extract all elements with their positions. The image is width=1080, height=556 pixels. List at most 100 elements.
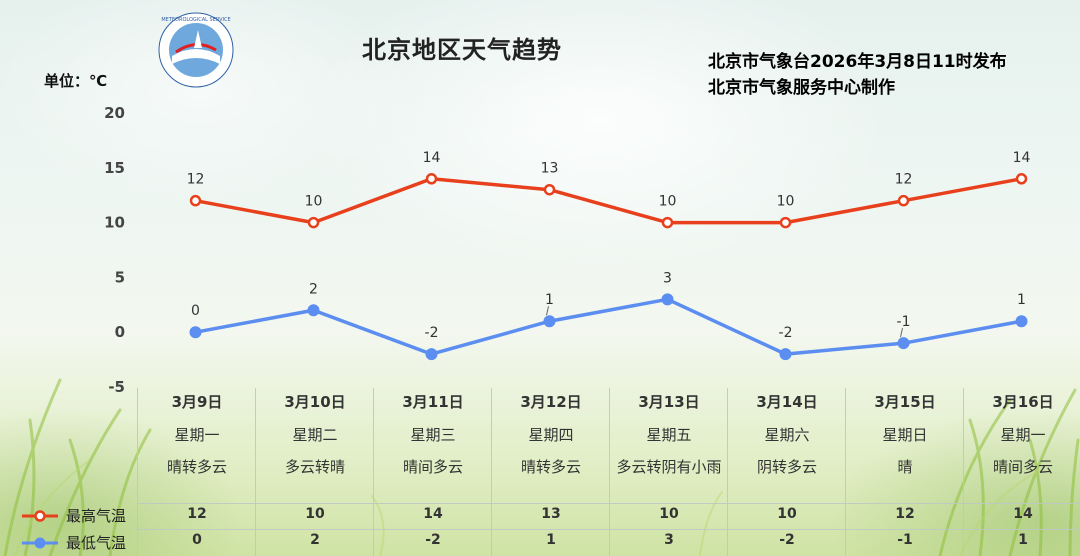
table-high-temp: 10 <box>659 506 679 522</box>
forecast-weekday: 星期一 <box>1000 426 1046 444</box>
forecast-weekday: 星期四 <box>528 426 574 444</box>
logo-text: METEOROLOGICAL SERVICE <box>161 17 230 23</box>
y-tick-label: -5 <box>108 378 125 396</box>
forecast-column: 3月10日星期二多云转晴 10 2 <box>255 388 374 556</box>
table-low-temp: -2 <box>779 532 795 548</box>
table-low-temp: -2 <box>425 532 441 548</box>
forecast-date: 3月16日 <box>992 393 1054 411</box>
meteorological-service-logo-icon: METEOROLOGICAL SERVICE <box>158 12 234 88</box>
forecast-date: 3月15日 <box>874 393 936 411</box>
label-leader-line <box>546 306 549 316</box>
low-temp-label: 0 <box>191 303 200 319</box>
high-temp-point <box>189 194 202 207</box>
table-high-temp: 10 <box>777 506 797 522</box>
forecast-weekday: 星期二 <box>292 426 338 444</box>
table-high-temp: 14 <box>423 506 443 522</box>
low-temp-line <box>195 297 1022 356</box>
high-temp-label: 13 <box>541 161 559 177</box>
forecast-weather: 晴转多云 <box>166 458 227 476</box>
low-temp-point <box>543 315 556 328</box>
table-high-temp: 12 <box>187 506 207 522</box>
y-tick-label: 15 <box>104 159 125 177</box>
table-row-divider <box>137 529 1080 530</box>
table-low-temp: 0 <box>192 532 202 548</box>
high-temp-point <box>1015 173 1028 185</box>
forecast-date: 3月10日 <box>284 393 346 411</box>
high-temp-label: 10 <box>305 194 323 210</box>
unit-label: 单位：℃ <box>44 72 108 90</box>
forecast-column: 3月12日星期四晴转多云 13 1 <box>491 388 610 556</box>
table-low-temp: 2 <box>310 532 320 548</box>
legend-high-label: 最高气温 <box>66 507 127 525</box>
publisher-line-2: 北京市气象服务中心制作 <box>708 78 895 98</box>
high-temp-line <box>195 177 1022 225</box>
forecast-column: 3月9日星期一晴转多云 12 0 <box>137 388 256 556</box>
high-temp-point <box>307 216 320 229</box>
forecast-column: 3月14日星期六阴转多云 10 -2 <box>727 388 846 556</box>
publisher-info: 北京市气象台2026年3月8日11时发布 北京市气象服务中心制作 <box>708 49 1007 101</box>
low-temp-label: -2 <box>779 325 793 341</box>
high-temp-label: 10 <box>777 194 795 210</box>
y-tick-label: 10 <box>104 214 125 232</box>
high-temp-point <box>661 216 674 229</box>
label-leader-line <box>900 328 903 338</box>
forecast-table: 3月9日 星期一 晴转多云 12 0 3月10日 星期二 多云转晴 10 2 3月11日 星期三 晴间多… <box>137 388 1080 556</box>
low-temp-point <box>897 337 910 350</box>
low-temp-label: 1 <box>1017 292 1026 308</box>
table-row-divider <box>137 503 1080 504</box>
low-temp-label: -2 <box>425 325 439 341</box>
forecast-weekday: 星期五 <box>646 426 692 444</box>
forecast-date: 3月12日 <box>520 393 582 411</box>
forecast-weather: 多云转晴 <box>284 458 345 476</box>
forecast-weekday: 星期三 <box>410 426 456 444</box>
forecast-weather: 晴间多云 <box>402 458 463 476</box>
low-temp-label: 2 <box>309 281 318 297</box>
forecast-weather: 晴转多云 <box>520 458 581 476</box>
forecast-weather: 阴转多云 <box>756 458 817 476</box>
table-low-temp: 3 <box>664 532 674 548</box>
forecast-weekday: 星期日 <box>882 426 928 444</box>
forecast-weekday: 星期六 <box>764 426 810 444</box>
high-temp-point <box>425 173 438 185</box>
publisher-line-1: 北京市气象台2026年3月8日11时发布 <box>708 52 1007 72</box>
legend-low: 最低气温 <box>20 532 126 553</box>
forecast-column: 3月15日星期日晴 12 -1 <box>845 388 964 556</box>
forecast-date: 3月14日 <box>756 393 818 411</box>
high-temp-label: 12 <box>895 172 913 188</box>
forecast-weather: 晴间多云 <box>992 458 1053 476</box>
table-low-temp: 1 <box>546 532 556 548</box>
forecast-column: 3月16日星期一晴间多云 14 1 <box>963 388 1080 556</box>
low-temp-label: 1 <box>545 292 554 308</box>
low-temp-label: -1 <box>897 314 911 330</box>
y-tick-label: 0 <box>115 323 125 341</box>
table-high-temp: 12 <box>895 506 915 522</box>
low-temp-point <box>1015 315 1028 328</box>
high-temp-label: 14 <box>423 150 441 166</box>
forecast-weather: 晴 <box>897 458 913 476</box>
forecast-column: 3月11日星期三晴间多云 14 -2 <box>373 388 492 556</box>
forecast-weekday: 星期一 <box>174 426 220 444</box>
table-high-temp: 13 <box>541 506 561 522</box>
legend-low-label: 最低气温 <box>66 534 127 552</box>
forecast-weather: 多云转阴有小雨 <box>616 458 722 476</box>
high-temp-point <box>897 194 910 207</box>
forecast-date: 3月9日 <box>171 393 223 411</box>
low-temp-point <box>661 293 674 306</box>
page-title: 北京地区天气趋势 <box>362 36 562 64</box>
low-temp-point <box>779 348 792 361</box>
high-temp-point <box>779 216 792 229</box>
y-tick-label: 20 <box>104 104 125 122</box>
high-temp-label: 14 <box>1013 150 1031 166</box>
y-tick-label: 5 <box>115 268 125 286</box>
low-temp-point <box>425 348 438 361</box>
table-high-temp: 10 <box>305 506 325 522</box>
forecast-date: 3月11日 <box>402 393 464 411</box>
table-low-temp: 1 <box>1018 532 1028 548</box>
low-temp-point <box>307 304 320 317</box>
forecast-column: 3月13日 星期五 多云转阴有小雨 10 3 <box>609 388 728 556</box>
table-high-temp: 14 <box>1013 506 1033 522</box>
legend-high: 最高气温 <box>20 505 126 526</box>
table-low-temp: -1 <box>897 532 913 548</box>
low-temp-label: 3 <box>663 270 672 286</box>
